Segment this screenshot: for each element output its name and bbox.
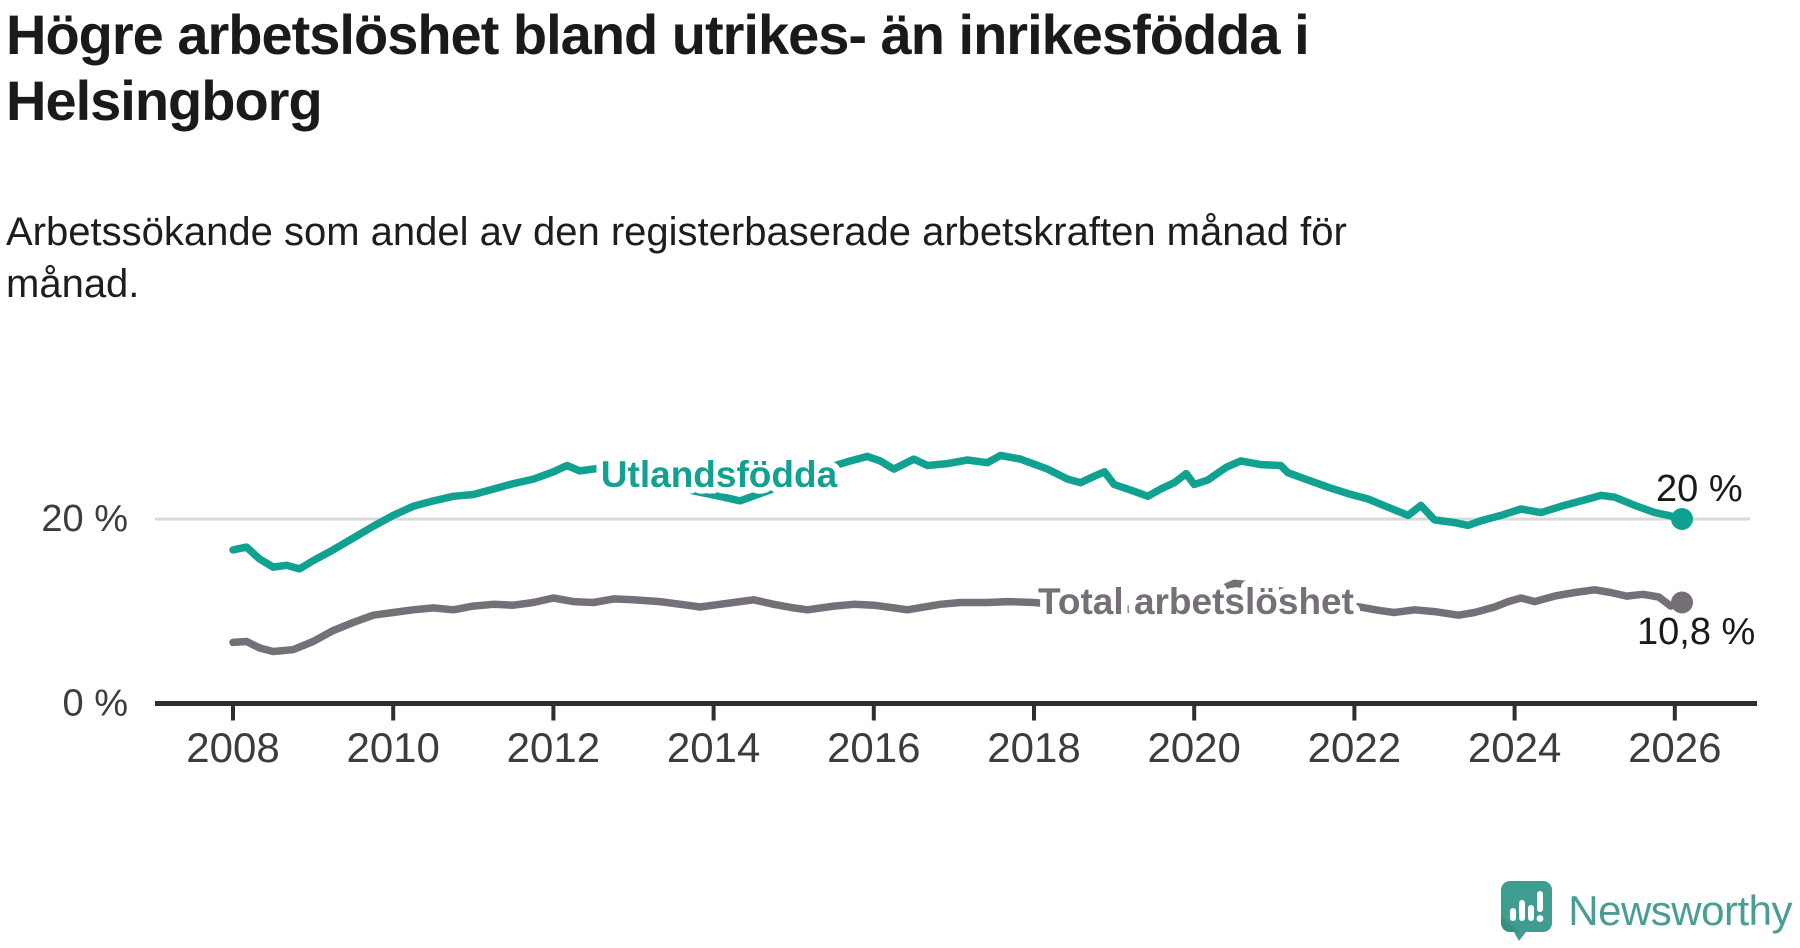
page-title: Högre arbetslöshet bland utrikes- än inr… — [6, 3, 1310, 133]
y-axis-label-20: 20 % — [41, 498, 128, 540]
series-end-label-total: 10,8 % — [1637, 611, 1755, 653]
x-axis-label-2022: 2022 — [1308, 724, 1401, 771]
series-end-dot-total — [1671, 591, 1694, 614]
series-line-total — [229, 579, 1686, 656]
x-axis-label-2014: 2014 — [667, 724, 760, 771]
x-axis-label-2020: 2020 — [1147, 724, 1240, 771]
page-subtitle: Arbetssökande som andel av den registerb… — [6, 210, 1347, 306]
y-axis-label-0: 0 % — [63, 683, 128, 725]
newsworthy-logo[interactable]: Newsworthy — [1500, 880, 1792, 942]
x-axis-label-2016: 2016 — [827, 724, 920, 771]
brand-name: Newsworthy — [1568, 887, 1792, 934]
series-end-dot-utlandsfodda — [1671, 508, 1694, 530]
newsworthy-bubble-chart-icon — [1501, 881, 1553, 941]
series-label-utlandsfodda: Utlandsfödda — [601, 454, 838, 495]
series-end-label-utlandsfodda: 20 % — [1656, 468, 1743, 510]
series-label-total: Total arbetslöshet — [1038, 581, 1354, 622]
x-axis-label-2026: 2026 — [1628, 724, 1721, 771]
x-axis-label-2018: 2018 — [987, 724, 1080, 771]
x-axis-label-2012: 2012 — [507, 724, 600, 771]
x-axis-label-2010: 2010 — [346, 724, 439, 771]
x-axis-label-2008: 2008 — [186, 724, 279, 771]
x-axis-label-2024: 2024 — [1468, 724, 1561, 771]
series-line-utlandsfodda — [229, 451, 1686, 573]
